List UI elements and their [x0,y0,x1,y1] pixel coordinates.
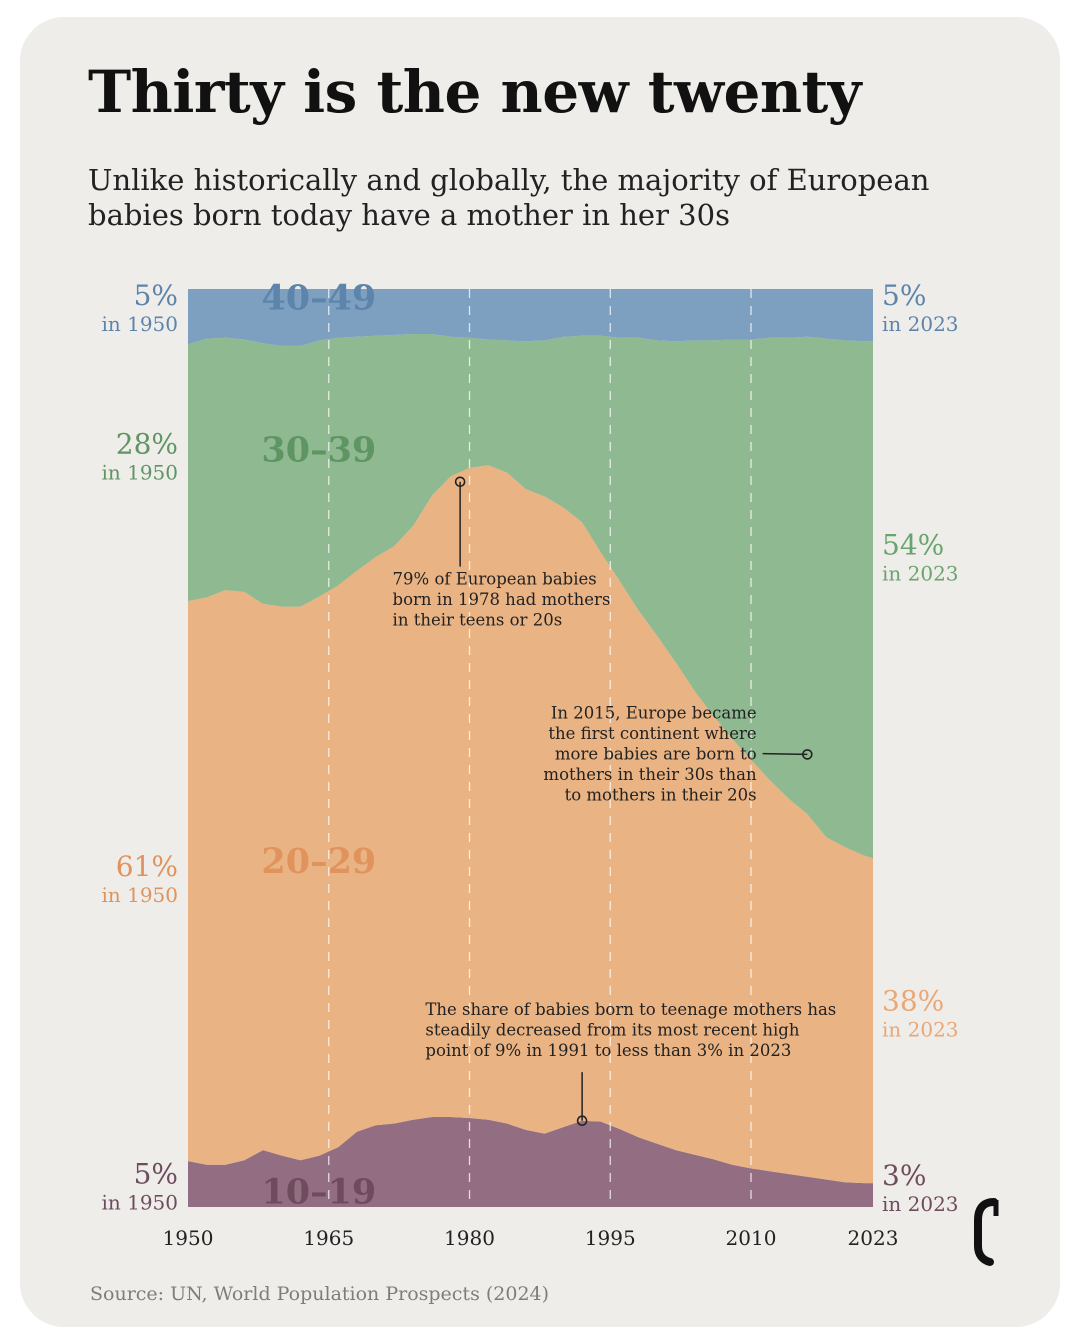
annotation-line: 79% of European babies [393,570,597,589]
start-year-20-29: in 1950 [101,883,178,907]
x-tick-1980: 1980 [444,1226,495,1250]
x-tick-1965: 1965 [303,1226,354,1250]
area-10-19 [188,1117,873,1207]
annotation-teen-decline: The share of babies born to teenage moth… [425,1000,836,1127]
start-value-10-19: 5% [134,1157,178,1190]
end-value-10-19: 3% [882,1159,926,1192]
annotation-text: The share of babies born to teenage moth… [425,1000,836,1060]
area-layers [188,289,873,1207]
start-year-40-49: in 1950 [101,312,178,336]
x-tick-1950: 1950 [163,1226,214,1250]
annotation-line: to mothers in their 20s [565,786,757,805]
end-value-40-49: 5% [882,279,926,312]
annotation-leader [762,752,808,756]
area-40-49 [188,289,873,346]
group-label-30-39: 30–39 [261,430,376,471]
start-value-20-29: 61% [116,850,178,883]
publication-logo-icon [974,1198,999,1266]
group-label-20-29: 20–29 [261,841,376,882]
annotation-crossover-2015: In 2015, Europe became the first continen… [543,704,813,805]
area-20-29 [188,465,873,1184]
annotation-line: point of 9% in 1991 to less than 3% in 2… [425,1041,791,1060]
x-tick-1995: 1995 [585,1226,636,1250]
x-axis: 1950 1965 1980 1995 2010 2023 [163,1226,899,1250]
annotation-peak-1978: 79% of European babies born in 1978 had m… [393,476,611,630]
end-year-40-49: in 2023 [882,312,959,336]
source-note: Source: UN, World Population Prospects (… [90,1283,550,1305]
annotation-marker [802,749,813,760]
age-group-labels: 40–49 30–39 20–29 10–19 [261,277,376,1212]
annotations: 79% of European babies born in 1978 had m… [393,476,836,1127]
annotation-line: the first continent where [548,724,756,743]
annotation-line: more babies are born to [555,745,757,764]
annotation-line: steadily decreased from its most recent … [425,1021,799,1040]
chart-title: Thirty is the new twenty [88,58,862,126]
annotation-line: in their teens or 20s [393,611,563,630]
annotation-line: mothers in their 30s than [543,765,757,784]
annotation-line: In 2015, Europe became [551,704,757,723]
x-gridlines [328,289,752,1207]
end-year-30-39: in 2023 [882,561,959,585]
annotation-marker [576,1115,588,1127]
group-label-40-49: 40–49 [261,277,376,318]
x-tick-2023: 2023 [848,1226,899,1250]
start-year-10-19: in 1950 [101,1190,178,1214]
x-tick-2010: 2010 [726,1226,777,1250]
start-year-30-39: in 1950 [101,460,178,484]
annotation-line: born in 1978 had mothers [393,590,611,609]
annotation-marker [454,476,466,488]
end-year-10-19: in 2023 [882,1192,959,1216]
area-30-39 [188,334,873,859]
start-value-40-49: 5% [134,279,178,312]
annotation-line: The share of babies born to teenage moth… [425,1000,836,1019]
end-value-30-39: 54% [882,528,944,561]
end-value-20-29: 38% [882,985,944,1018]
end-year-20-29: in 2023 [882,1018,959,1042]
chart-subtitle: Unlike historically and globally, the ma… [88,163,930,232]
start-value-30-39: 28% [116,427,178,460]
annotation-text: 79% of European babies born in 1978 had m… [393,570,611,630]
group-label-10-19: 10–19 [261,1171,376,1212]
annotation-text: In 2015, Europe became the first continen… [543,704,757,805]
